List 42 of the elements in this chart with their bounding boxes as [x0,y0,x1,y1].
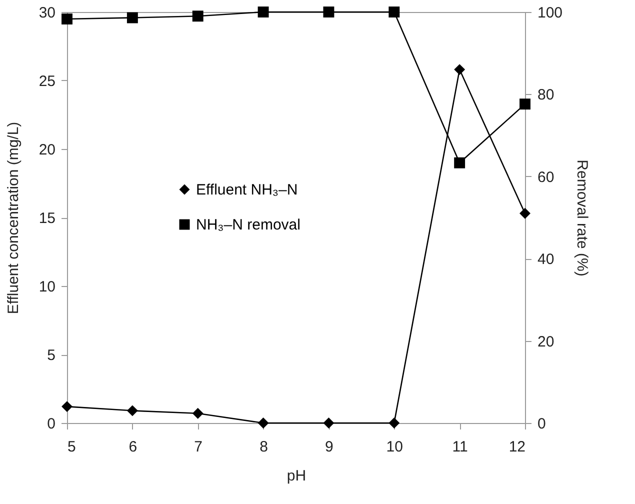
y-tick-label: 0 [47,416,56,432]
point [388,418,400,428]
point [454,64,466,76]
point [454,157,466,168]
x-tick-label: 9 [325,438,334,456]
point [520,98,530,110]
point [258,6,269,18]
legend-label: Effluent NH₃–N [196,182,298,198]
y2-axis-title: Removal rate (%) [574,160,591,276]
y-tick-label: 10 [38,278,56,296]
point [192,408,204,419]
y2-tick-label: 20 [538,333,554,350]
y-tick-label: 25 [38,73,56,90]
y-tick-label: 30 [38,4,56,22]
y2-tick-label: 40 [538,251,554,268]
point [323,418,334,428]
legend-label: NH₃–N removal [196,216,300,234]
y-axis-title: Effluent concentration (mg/L) [4,122,22,314]
point [520,208,530,219]
point [126,405,138,416]
x-tick-label: 12 [508,438,526,456]
y2-tick-label: 60 [538,168,554,186]
point [126,12,138,24]
point [323,6,334,18]
y-tick-label: 5 [47,347,56,364]
y2-tick-label: 0 [538,416,546,432]
point [62,401,72,412]
y2-tick-label: 80 [538,86,554,104]
point [62,14,72,24]
y2-tick-label: 100 [538,4,563,22]
point [388,6,400,18]
x-tick-label: 10 [386,438,403,456]
x-tick-label: 8 [260,438,268,456]
x-tick-label: 7 [194,438,203,456]
x-tick-label: 5 [68,438,76,456]
point [258,418,269,428]
x-tick-label: 11 [452,438,468,456]
point [192,10,204,22]
x-axis-title: pH [286,468,306,484]
y-tick-label: 20 [38,142,56,158]
y-tick-label: 15 [38,210,56,227]
x-tick-label: 6 [128,438,138,456]
